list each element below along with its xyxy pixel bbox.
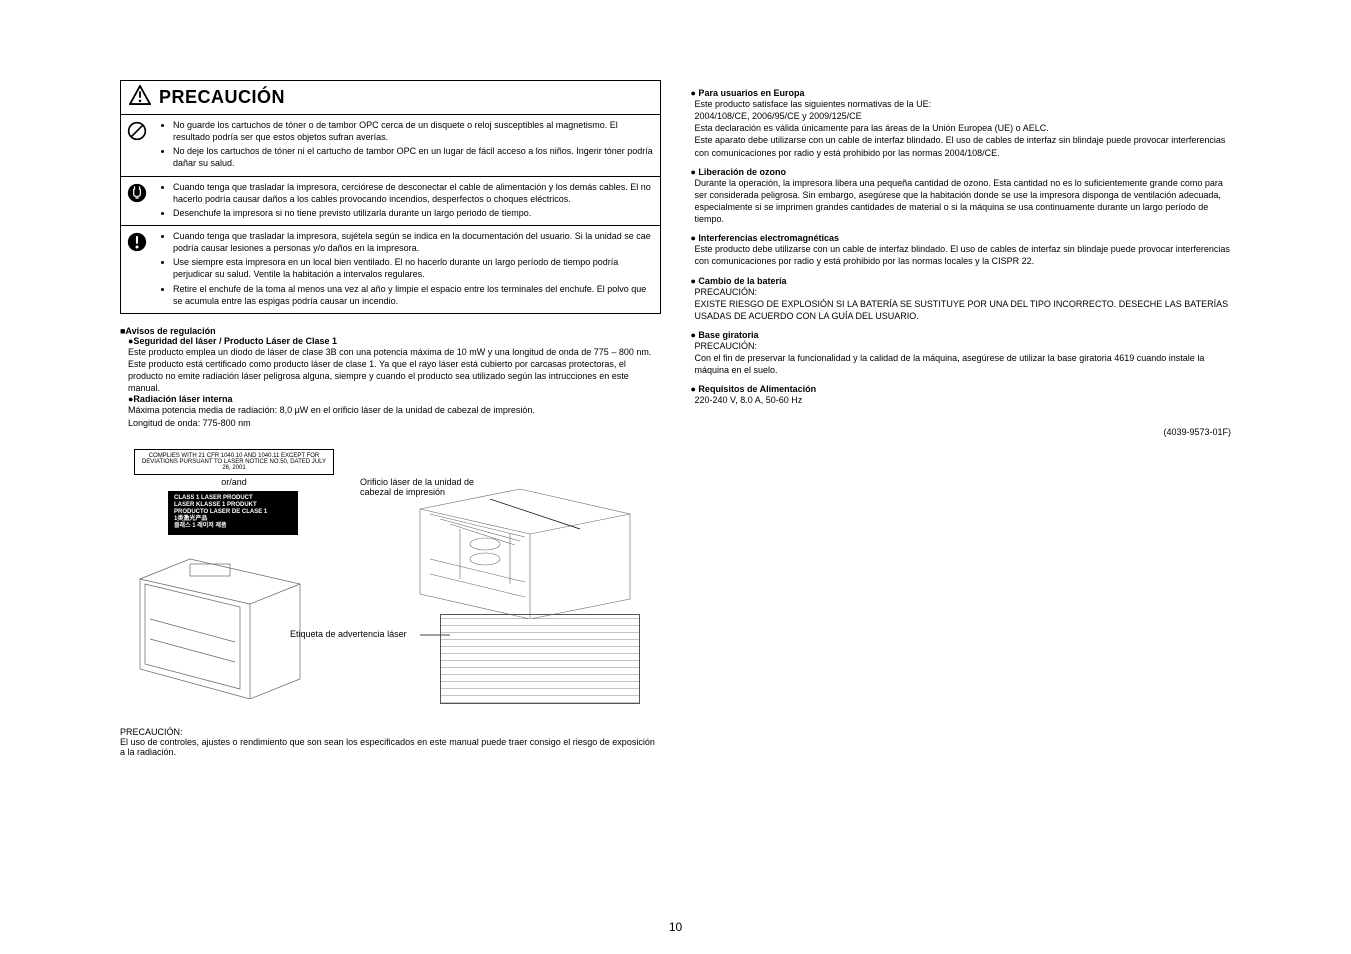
right-column: ● Para usuarios en Europa Este producto … [691,80,1232,757]
bottom-precaucion-label: PRECAUCIÓN: [120,727,183,737]
printer-corner-sketch-icon [130,549,310,699]
alim-text: 220-240 V, 8.0 A, 50-60 Hz [695,394,1232,406]
laser-warning-label-icon [440,614,640,704]
precaucion-title: PRECAUCIÓN [159,87,285,108]
ozono-text: Durante la operación, la impresora liber… [695,177,1232,226]
page-number: 10 [669,920,682,934]
bateria-text: EXISTE RIESGO DE EXPLOSIÓN SI LA BATERÍA… [695,298,1232,322]
bullet-text: Cuando tenga que trasladar la impresora,… [173,181,654,205]
base-text: Con el fin de preservar la funcionalidad… [695,352,1232,376]
precaucion-box: PRECAUCIÓN No guarde los cartuchos de tó… [120,80,661,314]
bottom-precaucion: PRECAUCIÓN: El uso de controles, ajustes… [120,727,661,757]
left-column: PRECAUCIÓN No guarde los cartuchos de tó… [120,80,661,757]
seguridad-title: ●Seguridad del láser / Producto Láser de… [128,336,661,346]
base-title: ● Base giratoria [691,330,1232,340]
compliance-label: COMPLIES WITH 21 CFR 1040.10 AND 1040.11… [134,449,334,475]
mandatory-icon [127,230,153,257]
label-line: LASER KLASSE 1 PRODUKT [174,502,292,509]
callout-laser-orifice: Orificio láser de la unidad de cabezal d… [360,477,500,497]
class1-black-label: CLASS 1 LASER PRODUCT LASER KLASSE 1 PRO… [168,491,298,535]
precaucion-row-2: Cuando tenga que trasladar la impresora,… [121,177,660,226]
avisos-main-title: ■Avisos de regulación [120,326,661,336]
bullet-text: Retire el enchufe de la toma al menos un… [173,283,654,307]
europa-p3: Esta declaración es válida únicamente pa… [695,122,1232,134]
callout-warning-label: Etiqueta de advertencia láser [290,629,430,639]
bateria-label: PRECAUCIÓN: [695,286,1232,298]
or-and-label: or/and [134,477,334,487]
alim-title: ● Requisitos de Alimentación [691,384,1232,394]
europa-p4: Este aparato debe utilizarse con un cabl… [695,134,1232,158]
callout-line-icon [490,499,590,549]
precaucion-row-3: Cuando tenga que trasladar la impresora,… [121,226,660,313]
radiacion-p1: Máxima potencia media de radiación: 8,0 … [128,404,661,416]
prohibit-icon [127,119,153,146]
unplug-icon [127,181,153,208]
bullet-text: Cuando tenga que trasladar la impresora,… [173,230,654,254]
bullet-text: No guarde los cartuchos de tóner o de ta… [173,119,654,143]
precaucion-header: PRECAUCIÓN [121,81,660,115]
europa-title: ● Para usuarios en Europa [691,88,1232,98]
europa-p1: Este producto satisface las siguientes n… [695,98,1232,110]
label-line: 클래스 1 레이저 제품 [174,523,292,530]
bateria-title: ● Cambio de la batería [691,276,1232,286]
radiacion-p2: Longitud de onda: 775-800 nm [128,417,661,429]
seguridad-p1: Este producto emplea un diodo de láser d… [128,346,661,358]
bullet-text: No deje los cartuchos de tóner ni el car… [173,145,654,169]
bottom-precaucion-text: El uso de controles, ajustes o rendimien… [120,737,655,757]
doc-code: (4039-9573-01F) [691,427,1232,437]
warning-triangle-icon [129,85,159,110]
bullet-text: Desenchufe la impresora si no tiene prev… [173,207,654,219]
base-label: PRECAUCIÓN: [695,340,1232,352]
label-line: CLASS 1 LASER PRODUCT [174,495,292,502]
ozono-title: ● Liberación de ozono [691,167,1232,177]
emi-title: ● Interferencias electromagnéticas [691,233,1232,243]
bullet-text: Use siempre esta impresora en un local b… [173,256,654,280]
diagram-area: COMPLIES WITH 21 CFR 1040.10 AND 1040.11… [120,449,661,709]
precaucion-row-1: No guarde los cartuchos de tóner o de ta… [121,115,660,177]
emi-text: Este producto debe utilizarse con un cab… [695,243,1232,267]
seguridad-p2: Este producto está certificado como prod… [128,358,661,394]
radiacion-title: ●Radiación láser interna [128,394,661,404]
europa-p2: 2004/108/CE, 2006/95/CE y 2009/125/CE [695,110,1232,122]
